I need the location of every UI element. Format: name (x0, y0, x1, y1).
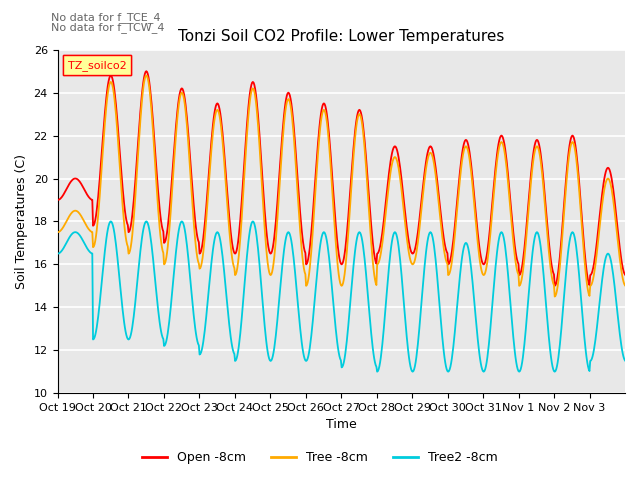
X-axis label: Time: Time (326, 419, 356, 432)
Text: No data for f_TCE_4: No data for f_TCE_4 (51, 12, 161, 23)
Title: Tonzi Soil CO2 Profile: Lower Temperatures: Tonzi Soil CO2 Profile: Lower Temperatur… (178, 29, 504, 44)
Legend: TZ_soilco2: TZ_soilco2 (63, 55, 131, 75)
Y-axis label: Soil Temperatures (C): Soil Temperatures (C) (15, 154, 28, 289)
Text: No data for f_TCW_4: No data for f_TCW_4 (51, 22, 164, 33)
Legend: Open -8cm, Tree -8cm, Tree2 -8cm: Open -8cm, Tree -8cm, Tree2 -8cm (137, 446, 503, 469)
